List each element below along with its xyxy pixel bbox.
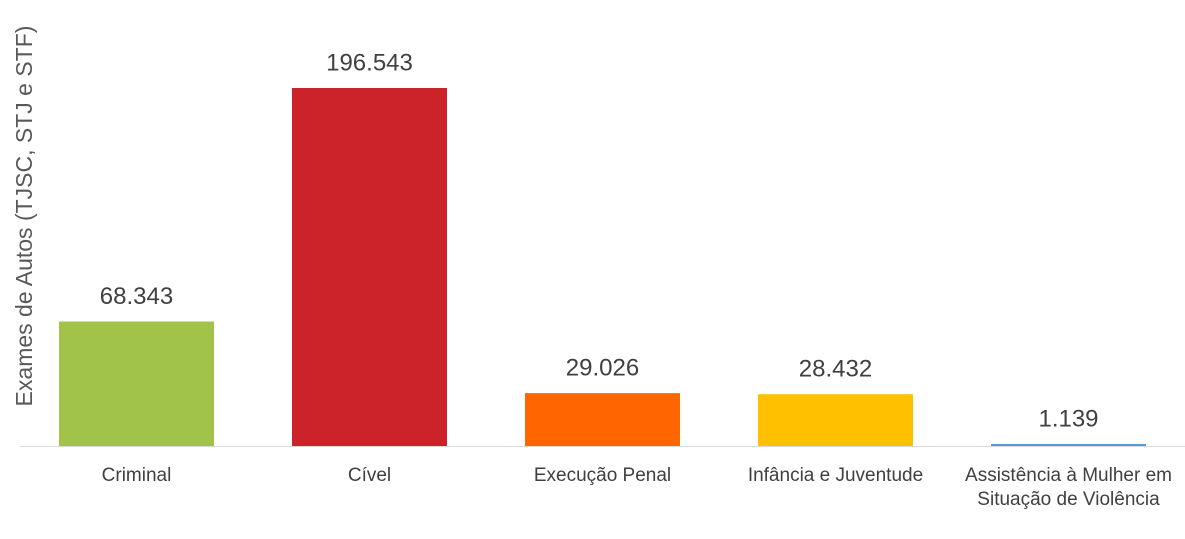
x-tick-label: Execução Penal (533, 465, 672, 486)
y-axis-title: Exames de Autos (TJSC, STJ e STF) (11, 26, 37, 407)
x-tick-label: Infância e Juventude (747, 465, 924, 486)
bar (758, 394, 913, 446)
bar (292, 88, 447, 446)
value-label: 1.139 (1038, 405, 1098, 432)
bar (59, 321, 214, 446)
x-tick-label: Cível (347, 465, 392, 486)
value-label: 196.543 (326, 49, 413, 76)
bar (525, 393, 680, 446)
x-tick-label: Assistência à Mulher em Situação de Viol… (965, 465, 1172, 510)
value-label: 28.432 (799, 356, 872, 383)
x-tick-label: Criminal (101, 465, 172, 486)
value-label: 29.026 (566, 354, 639, 381)
value-label: 68.343 (100, 283, 173, 310)
bar (991, 443, 1146, 446)
